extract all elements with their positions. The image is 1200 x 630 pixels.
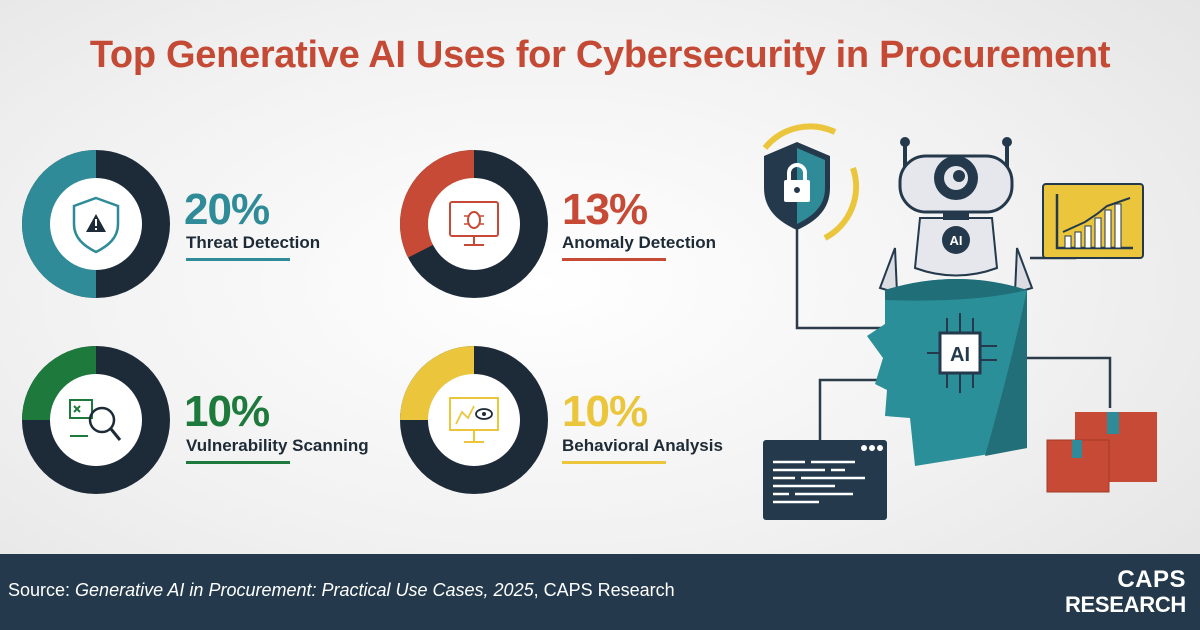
underline-anomaly-detection bbox=[562, 258, 666, 261]
source-title: Generative AI in Procurement: Practical … bbox=[75, 580, 534, 600]
underline-vulnerability-scanning bbox=[186, 461, 290, 464]
percent-anomaly-detection: 13% bbox=[562, 185, 648, 234]
brand-line-1: CAPS bbox=[1117, 566, 1186, 593]
presentation-eye-icon bbox=[449, 397, 499, 443]
underline-threat-detection bbox=[186, 258, 290, 261]
source-prefix: Source: bbox=[8, 580, 76, 600]
percent-vulnerability-scanning: 10% bbox=[184, 387, 270, 436]
magnifier-scan-icon bbox=[69, 399, 122, 441]
shipping-boxes-icon bbox=[1046, 412, 1157, 493]
shield-warning-icon bbox=[72, 196, 120, 254]
ai-chip-label: AI bbox=[950, 344, 970, 366]
footer-bar: Source: Generative AI in Procurement: Pr… bbox=[0, 554, 1200, 630]
bar-growth-chart-icon bbox=[1042, 183, 1144, 259]
page-title: Top Generative AI Uses for Cybersecurity… bbox=[89, 34, 1111, 76]
ai-chip-icon: AI bbox=[927, 313, 997, 393]
label-vulnerability-scanning: Vulnerability Scanning bbox=[186, 436, 369, 455]
code-window-icon bbox=[763, 440, 887, 520]
percent-behavioral-analysis: 10% bbox=[562, 387, 648, 436]
brand-line-2: RESEARCH bbox=[1064, 592, 1186, 617]
label-threat-detection: Threat Detection bbox=[186, 233, 321, 252]
donut-chart-anomaly-detection bbox=[400, 150, 548, 298]
source-citation: Source: Generative AI in Procurement: Pr… bbox=[8, 580, 675, 601]
monitor-bug-icon bbox=[449, 201, 499, 246]
donut-hole bbox=[428, 374, 520, 466]
caps-research-logo: CAPS RESEARCH bbox=[1065, 568, 1186, 616]
donut-hole bbox=[50, 374, 142, 466]
label-anomaly-detection: Anomaly Detection bbox=[562, 233, 716, 252]
donut-chart-behavioral-analysis bbox=[400, 346, 548, 494]
robot-icon: AI bbox=[878, 137, 1034, 295]
ai-head-illustration: AI AI bbox=[762, 123, 1157, 520]
donut-hole bbox=[428, 178, 520, 270]
percent-threat-detection: 20% bbox=[184, 185, 270, 234]
shield-lock-icon bbox=[762, 123, 860, 241]
underline-behavioral-analysis bbox=[562, 461, 666, 464]
robot-badge-label: AI bbox=[950, 233, 963, 248]
donut-chart-threat-detection bbox=[22, 150, 170, 298]
source-suffix: , CAPS Research bbox=[533, 580, 675, 600]
donut-chart-vulnerability-scanning bbox=[22, 346, 170, 494]
label-behavioral-analysis: Behavioral Analysis bbox=[562, 436, 723, 455]
